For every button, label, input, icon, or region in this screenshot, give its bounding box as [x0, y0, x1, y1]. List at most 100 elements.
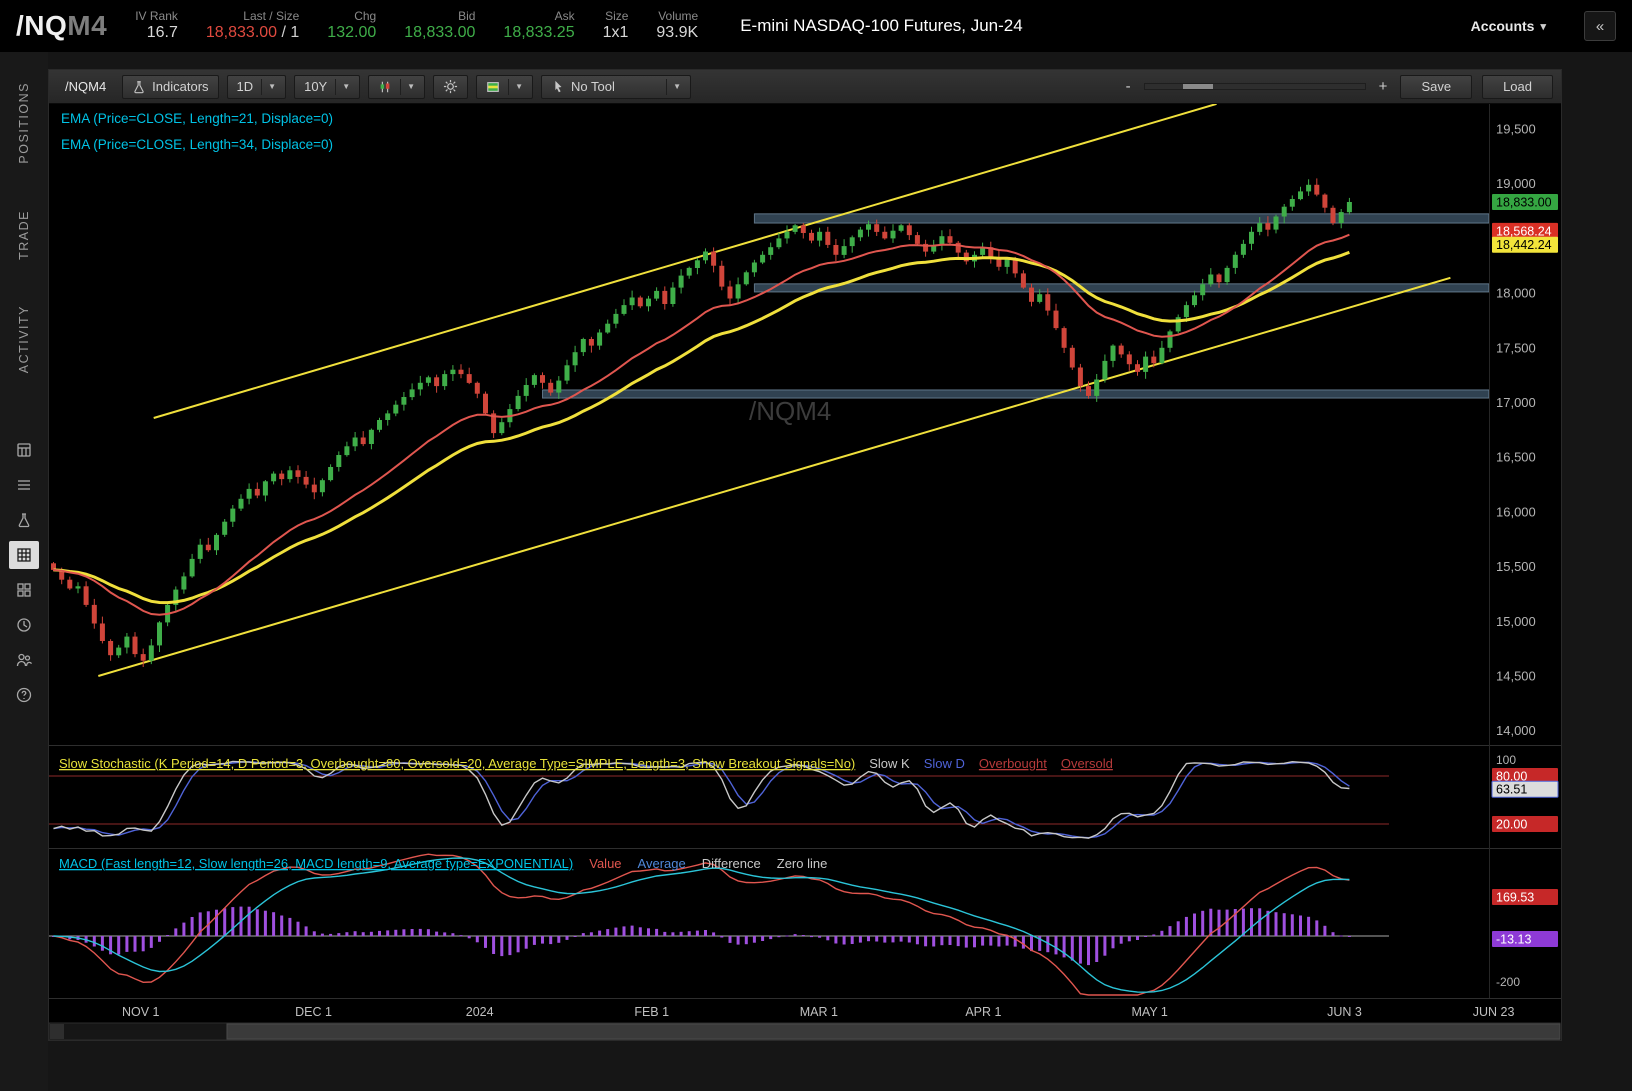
- price-marker-2: 18,442.24: [1492, 236, 1558, 253]
- ema21-label[interactable]: EMA (Price=CLOSE, Length=21, Displace=0): [61, 111, 333, 126]
- svg-text:80.00: 80.00: [1496, 770, 1527, 784]
- indicators-button[interactable]: Indicators: [122, 74, 219, 99]
- price-zone-2[interactable]: [542, 389, 1490, 399]
- time-axis-label: MAY 1: [1132, 1005, 1168, 1019]
- svg-text:18,568.24: 18,568.24: [1496, 224, 1552, 238]
- price-marker-1: 18,568.24: [1492, 222, 1558, 239]
- slow-k-line: [53, 760, 1350, 839]
- symbol-title[interactable]: /NQM4: [16, 10, 107, 42]
- svg-text:18,833.00: 18,833.00: [1496, 196, 1552, 210]
- price-axis-label: 16,500: [1496, 450, 1536, 465]
- zoom-in-button[interactable]: +: [1378, 78, 1388, 95]
- price-axis-label: 17,500: [1496, 340, 1536, 355]
- cursor-icon: [555, 80, 562, 92]
- clock-icon[interactable]: [9, 611, 39, 639]
- chart-settings-button[interactable]: [433, 74, 469, 99]
- beaker-icon[interactable]: [9, 506, 39, 534]
- zoom-out-button[interactable]: -: [1125, 78, 1131, 95]
- price-axis-label: 16,000: [1496, 504, 1536, 519]
- candlestick-icon: [380, 81, 390, 92]
- sidebar-tab-activity[interactable]: ACTIVITY: [17, 305, 31, 374]
- chart-watermark: /NQM4: [749, 396, 831, 426]
- collapse-panel-button[interactable]: «: [1584, 11, 1616, 41]
- help-icon[interactable]: [9, 681, 39, 709]
- macd-value-marker: 169.53: [1492, 889, 1558, 905]
- people-icon[interactable]: [9, 646, 39, 674]
- price-zone-0[interactable]: [753, 213, 1490, 224]
- chart-gadget: /NQM4 Indicators 1D ▼ 10Y ▼ ▼: [48, 69, 1562, 1041]
- trendline-upper[interactable]: [153, 104, 1217, 419]
- sidebar-tab-trade[interactable]: TRADE: [17, 209, 31, 260]
- macd-label[interactable]: MACD (Fast length=12, Slow length=26, MA…: [59, 856, 827, 871]
- time-axis-label: APR 1: [965, 1005, 1001, 1019]
- macd-value-line: [53, 853, 1350, 996]
- timeframe-dropdown[interactable]: 1D ▼: [226, 74, 287, 99]
- chart-type-dropdown[interactable]: ▼: [368, 74, 426, 99]
- svg-text:63.51: 63.51: [1496, 783, 1527, 797]
- time-axis-label: JUN 23: [1473, 1005, 1515, 1019]
- stat-ask: Ask 18,833.25: [503, 8, 575, 41]
- trendline-lower[interactable]: [98, 276, 1451, 677]
- chevron-down-icon: ▼: [508, 78, 523, 95]
- macd-axis-bottom: -200: [1496, 975, 1520, 989]
- instrument-description: E-mini NASDAQ-100 Futures, Jun-24: [740, 16, 1023, 35]
- svg-text:-13.13: -13.13: [1496, 933, 1531, 947]
- stat-last-size: Last / Size 18,833.00 / 1: [205, 8, 300, 41]
- chevron-down-icon: ▼: [666, 78, 681, 95]
- zoom-slider-handle[interactable]: [1182, 84, 1213, 89]
- symbol-month: M4: [67, 10, 108, 41]
- chevron-down-icon: ▾: [1540, 20, 1546, 33]
- ema21-line: [53, 233, 1350, 616]
- price-axis-label: 17,000: [1496, 395, 1536, 410]
- calculator-icon[interactable]: [9, 436, 39, 464]
- price-axis-label: 18,000: [1496, 286, 1536, 301]
- zoom-slider[interactable]: [1143, 83, 1366, 90]
- macd-diff-marker: -13.13: [1492, 931, 1558, 947]
- stat-bid: Bid 18,833.00: [404, 8, 476, 41]
- candles-layer[interactable]: [51, 178, 1352, 667]
- left-sidebar: POSITIONS TRADE ACTIVITY: [0, 52, 48, 1091]
- chart-symbol-label[interactable]: /NQM4: [65, 79, 107, 94]
- sidebar-tab-positions[interactable]: POSITIONS: [17, 82, 31, 164]
- svg-text:20.00: 20.00: [1496, 818, 1527, 832]
- price-axis-label: 15,500: [1496, 559, 1536, 574]
- dashboard-icon[interactable]: [9, 576, 39, 604]
- scrollbar-left-button[interactable]: [50, 1024, 64, 1039]
- stat-size: Size 1x1: [602, 8, 629, 41]
- chevron-down-icon: ▼: [261, 78, 276, 95]
- stat-change: Chg 132.00: [327, 8, 377, 41]
- load-button[interactable]: Load: [1482, 74, 1553, 99]
- price-axis-label: 14,500: [1496, 669, 1536, 684]
- time-axis-label: JUN 3: [1327, 1005, 1362, 1019]
- quote-header: /NQM4 IV Rank 16.7 Last / Size 18,833.00…: [0, 0, 1632, 52]
- ema34-line: [53, 250, 1350, 605]
- symbol-root: /NQ: [16, 10, 68, 41]
- chevron-down-icon: ▼: [335, 78, 350, 95]
- list-icon[interactable]: [9, 471, 39, 499]
- chart-gadget-icon[interactable]: [9, 540, 39, 569]
- stat-iv-rank: IV Rank 16.7: [135, 8, 178, 41]
- patterns-dropdown[interactable]: ▼: [476, 74, 533, 99]
- price-zone-1[interactable]: [753, 283, 1490, 293]
- stoch-axis-top: 100: [1496, 753, 1516, 767]
- drawing-tool-dropdown[interactable]: No Tool ▼: [541, 74, 691, 99]
- ema34-label[interactable]: EMA (Price=CLOSE, Length=34, Displace=0): [61, 137, 333, 152]
- patterns-icon: [487, 81, 499, 92]
- stochastic-label[interactable]: Slow Stochastic (K Period=14, D Period=3…: [59, 756, 1113, 771]
- svg-text:169.53: 169.53: [1496, 891, 1534, 905]
- scrollbar-handle[interactable]: [226, 1023, 1561, 1040]
- toolbar-right-group: - + Save Load: [1123, 74, 1553, 99]
- chevron-down-icon: ▼: [400, 78, 415, 95]
- stoch-value-marker: 63.51: [1491, 780, 1559, 798]
- chart-canvas[interactable]: /NQM4 EMA (Price=CLOSE, Length=21, Displa…: [49, 104, 1561, 1040]
- chart-area: /NQM4 EMA (Price=CLOSE, Length=21, Displa…: [49, 104, 1561, 1040]
- stoch-oversold-marker: 20.00: [1492, 816, 1558, 832]
- price-axis-label: 15,000: [1496, 614, 1536, 629]
- accounts-dropdown[interactable]: Accounts ▾: [1470, 18, 1546, 34]
- time-axis-label: DEC 1: [295, 1005, 332, 1019]
- save-button[interactable]: Save: [1400, 74, 1473, 99]
- range-dropdown[interactable]: 10Y ▼: [294, 74, 361, 99]
- time-axis-label: 2024: [466, 1005, 494, 1019]
- time-axis-label: FEB 1: [634, 1005, 669, 1019]
